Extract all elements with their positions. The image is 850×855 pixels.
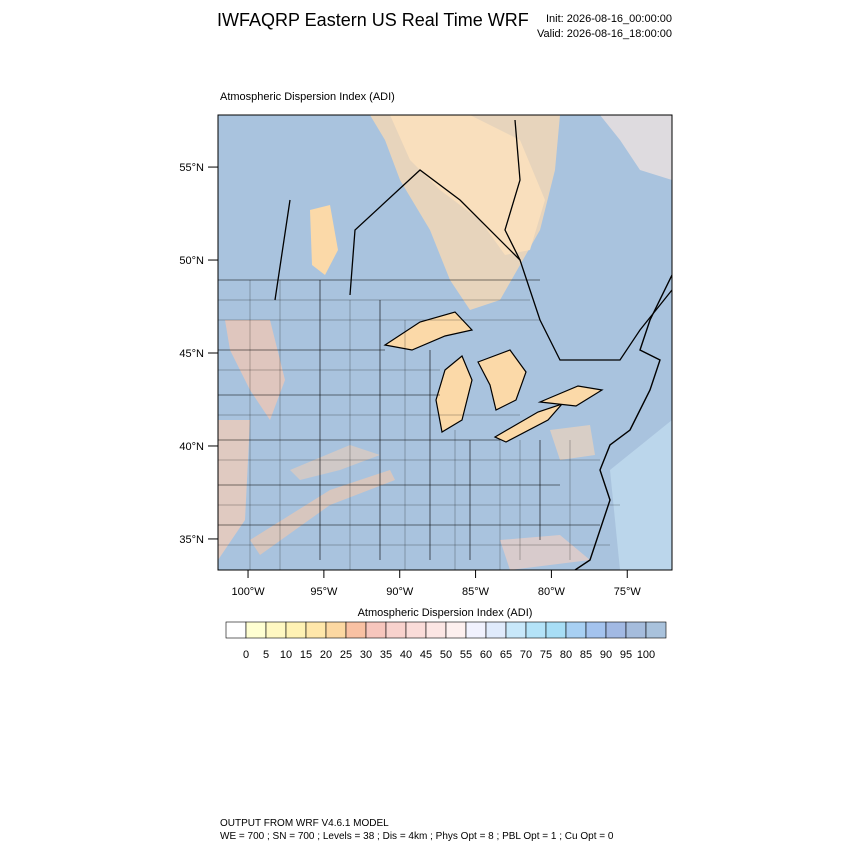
colorbar-box	[225, 621, 247, 639]
colorbar-title: Atmospheric Dispersion Index (ADI)	[358, 607, 533, 619]
colorbar-label: 20	[320, 649, 332, 661]
lat-tick-label: 45°N	[179, 348, 204, 360]
colorbar-box	[445, 621, 467, 639]
colorbar-label: 0	[243, 649, 249, 661]
colorbar-box	[265, 621, 287, 639]
lon-tick-label: 75°W	[614, 586, 642, 598]
footer-line: OUTPUT FROM WRF V4.6.1 MODEL	[220, 818, 389, 829]
lat-tick-label: 35°N	[179, 534, 204, 546]
init-time: Init: 2026-08-16_00:00:00	[546, 13, 672, 25]
colorbar-label: 85	[580, 649, 592, 661]
lon-tick-label: 80°W	[538, 586, 566, 598]
colorbar-label: 80	[560, 649, 572, 661]
colorbar-label: 100	[637, 649, 655, 661]
colorbar-label: 95	[620, 649, 632, 661]
lat-tick-label: 55°N	[179, 162, 204, 174]
map-field	[218, 115, 672, 570]
colorbar-label: 25	[340, 649, 352, 661]
colorbar-label: 65	[500, 649, 512, 661]
lon-tick-label: 100°W	[231, 586, 265, 598]
colorbar-box	[585, 621, 607, 639]
colorbar-box	[565, 621, 587, 639]
map-frame	[217, 114, 673, 571]
colorbar-box	[545, 621, 567, 639]
colorbar-box	[305, 621, 327, 639]
colorbar-box	[425, 621, 447, 639]
colorbar-box	[645, 621, 667, 639]
colorbar-label: 5	[263, 649, 269, 661]
colorbar-box	[325, 621, 347, 639]
lat-tick-label: 40°N	[179, 441, 204, 453]
colorbar-box	[365, 621, 387, 639]
colorbar: 0 5 10 15 20 25 30 35 40 45 50 55 60 65 70 75 80 85 90 95 10…	[225, 621, 667, 661]
colorbar-box	[485, 621, 507, 639]
lon-tick-label: 90°W	[386, 586, 414, 598]
colorbar-box	[525, 621, 547, 639]
title: IWFAQRP Eastern US Real Time WRF	[217, 10, 529, 30]
colorbar-label: 10	[280, 649, 292, 661]
colorbar-box	[385, 621, 407, 639]
colorbar-box	[465, 621, 487, 639]
map-subtitle: Atmospheric Dispersion Index (ADI)	[220, 91, 395, 103]
colorbar-label: 35	[380, 649, 392, 661]
colorbar-box	[405, 621, 427, 639]
map-axes: 100°W 95°W 90°W 85°W 80°W 75°W 35°N 40°N 45°N 50°…	[179, 162, 641, 598]
colorbar-label: 15	[300, 649, 312, 661]
colorbar-box	[625, 621, 647, 639]
lat-tick-label: 50°N	[179, 255, 204, 267]
colorbar-box	[345, 621, 367, 639]
colorbar-label: 40	[400, 649, 412, 661]
footer-line: WE = 700 ; SN = 700 ; Levels = 38 ; Dis …	[220, 831, 614, 842]
colorbar-label: 50	[440, 649, 452, 661]
colorbar-label: 70	[520, 649, 532, 661]
valid-time: Valid: 2026-08-16_18:00:00	[537, 28, 672, 40]
colorbar-label: 45	[420, 649, 432, 661]
colorbar-label: 60	[480, 649, 492, 661]
colorbar-box	[505, 621, 527, 639]
colorbar-box	[245, 621, 267, 639]
lon-tick-label: 95°W	[310, 586, 338, 598]
colorbar-box	[285, 621, 307, 639]
lon-tick-label: 85°W	[462, 586, 490, 598]
colorbar-label: 90	[600, 649, 612, 661]
colorbar-label: 55	[460, 649, 472, 661]
colorbar-label: 75	[540, 649, 552, 661]
colorbar-box	[605, 621, 627, 639]
colorbar-label: 30	[360, 649, 372, 661]
